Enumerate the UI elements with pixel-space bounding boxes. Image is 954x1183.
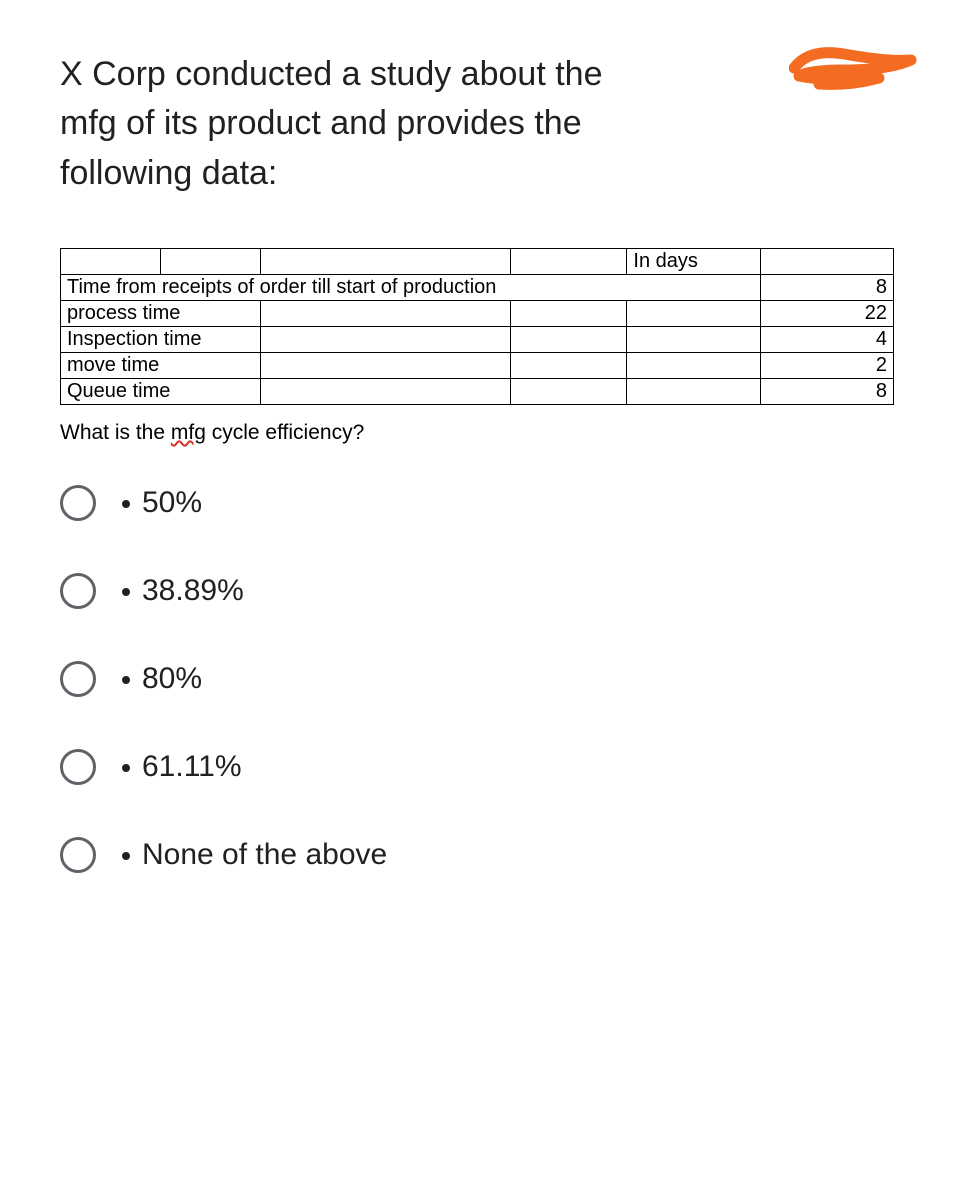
radio-button[interactable] [60, 661, 96, 697]
option-label: 50% [122, 486, 202, 520]
option-label: 80% [122, 662, 202, 696]
question-stem: X Corp conducted a study about the mfg o… [60, 50, 894, 198]
bullet-icon [122, 852, 130, 860]
option-text: 80% [142, 662, 202, 695]
radio-button[interactable] [60, 837, 96, 873]
row-label: Inspection time [61, 326, 261, 352]
header-in-days: In days [627, 248, 760, 274]
radio-button[interactable] [60, 485, 96, 521]
option-text: 38.89% [142, 574, 244, 607]
table-row: process time 22 [61, 300, 894, 326]
row-label: process time [61, 300, 261, 326]
stem-line-1: X Corp conducted a study about the [60, 55, 602, 93]
option-text: 61.11% [142, 750, 242, 783]
table-row: Time from receipts of order till start o… [61, 274, 894, 300]
option-text: None of the above [142, 838, 387, 871]
row-value: 2 [760, 352, 893, 378]
table-row: move time 2 [61, 352, 894, 378]
subq-suffix: cycle efficiency? [206, 421, 364, 444]
subq-underlined: mfg [171, 421, 206, 444]
row-value: 8 [760, 378, 893, 404]
radio-button[interactable] [60, 749, 96, 785]
subq-prefix: What is the [60, 421, 171, 444]
redaction-scribble [789, 40, 919, 100]
sub-question: What is the mfg cycle efficiency? [60, 421, 894, 445]
row-label: Time from receipts of order till start o… [61, 274, 761, 300]
table-row: Queue time 8 [61, 378, 894, 404]
row-label: Queue time [61, 378, 261, 404]
stem-line-2: mfg of its product and provides the [60, 104, 582, 142]
option-label: 61.11% [122, 750, 242, 784]
option-row[interactable]: 38.89% [60, 573, 894, 609]
row-label: move time [61, 352, 261, 378]
row-value: 22 [760, 300, 893, 326]
bullet-icon [122, 764, 130, 772]
row-value: 8 [760, 274, 893, 300]
option-label: None of the above [122, 838, 387, 872]
table-row: Inspection time 4 [61, 326, 894, 352]
bullet-icon [122, 676, 130, 684]
row-value: 4 [760, 326, 893, 352]
bullet-icon [122, 588, 130, 596]
options-group: 50% 38.89% 80% 61.11% None of the above [60, 485, 894, 873]
option-row[interactable]: None of the above [60, 837, 894, 873]
option-text: 50% [142, 486, 202, 519]
data-table: In days Time from receipts of order till… [60, 248, 894, 405]
option-row[interactable]: 80% [60, 661, 894, 697]
option-label: 38.89% [122, 574, 244, 608]
stem-line-3: following data: [60, 154, 277, 192]
radio-button[interactable] [60, 573, 96, 609]
option-row[interactable]: 61.11% [60, 749, 894, 785]
table-header-row: In days [61, 248, 894, 274]
bullet-icon [122, 500, 130, 508]
option-row[interactable]: 50% [60, 485, 894, 521]
